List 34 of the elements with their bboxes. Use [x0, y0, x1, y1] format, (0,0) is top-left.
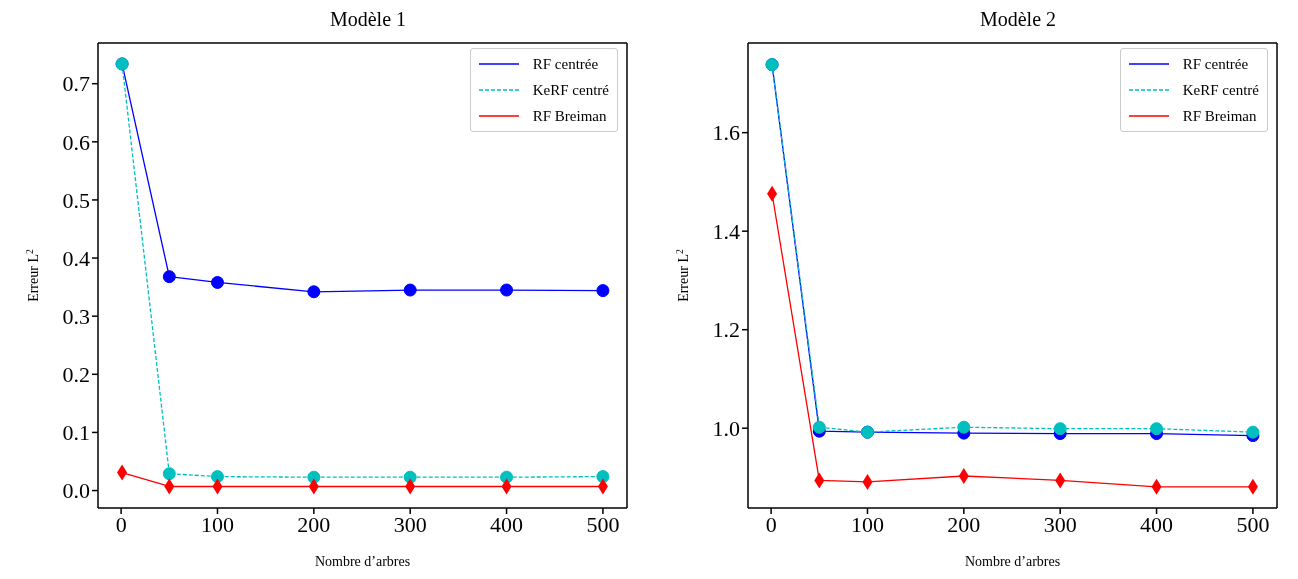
x-axis-title: Nombre d’arbres: [964, 554, 1061, 569]
y-tick-label: 1.6: [712, 120, 740, 146]
chart-title: Modèle 2: [978, 8, 1058, 32]
y-tick-label: 1.0: [712, 416, 740, 442]
x-tick-label: 200: [297, 511, 331, 537]
legend-label: RF centrée: [532, 55, 599, 74]
y-tick-label: 0.2: [62, 362, 90, 388]
x-tick-label: 400: [1140, 511, 1174, 537]
y-tick-label: 0.5: [62, 187, 90, 213]
x-tick-label: 100: [200, 511, 234, 537]
legend-label: KeRF centré: [532, 81, 609, 100]
legend-label: RF Breiman: [1182, 107, 1257, 126]
y-tick-label: 0.6: [62, 129, 90, 155]
y-tick-label: 0.0: [62, 478, 90, 504]
x-tick-label: 0: [115, 511, 127, 537]
legend-label: KeRF centré: [1182, 81, 1259, 100]
legend-label: RF Breiman: [532, 107, 607, 126]
x-tick-label: 500: [586, 511, 620, 537]
chart-title: Modèle 1: [328, 8, 408, 32]
x-tick-label: 300: [393, 511, 427, 537]
y-tick-label: 0.1: [62, 420, 90, 446]
y-tick-label: 0.7: [62, 71, 90, 97]
x-tick-label: 200: [947, 511, 981, 537]
x-tick-label: 0: [765, 511, 777, 537]
y-tick-label: 1.4: [712, 218, 740, 244]
x-tick-label: 500: [1236, 511, 1270, 537]
y-tick-label: 1.2: [712, 317, 740, 343]
y-tick-label: 0.4: [62, 245, 90, 271]
legend-label: RF centrée: [1182, 55, 1249, 74]
y-tick-label: 0.3: [62, 304, 90, 329]
x-axis-title: Nombre d’arbres: [314, 554, 411, 569]
x-tick-label: 400: [490, 511, 524, 537]
x-tick-label: 300: [1043, 511, 1077, 537]
x-tick-label: 100: [850, 511, 884, 537]
